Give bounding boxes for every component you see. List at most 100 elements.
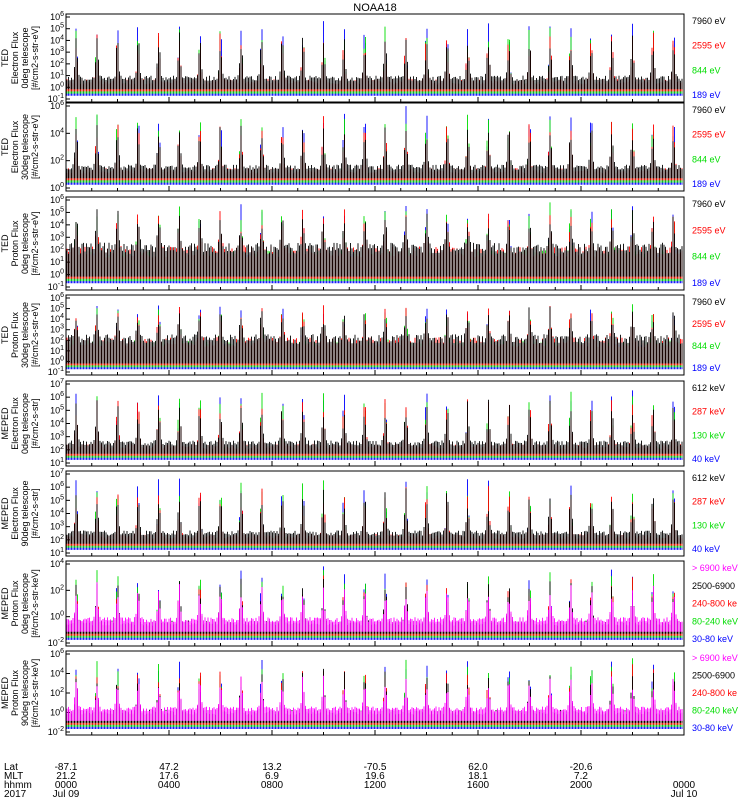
- y-label-line: Electron Flux: [10, 31, 20, 84]
- channel-label: 130 keV: [692, 430, 725, 440]
- channel-label: 2595 eV: [692, 41, 726, 51]
- y-label-line: [#/cm2-s-str-eV]: [30, 211, 40, 275]
- panel-6: 101 102 103 104 105 106 107 MEPED Electron Flux 9…: [0, 468, 725, 558]
- y-tick-label: 100: [50, 269, 64, 280]
- y-tick-label: 102: [50, 155, 64, 166]
- channel-label: 189 eV: [692, 179, 721, 189]
- y-tick-label: 106: [50, 11, 64, 22]
- y-label-line: Electron Flux: [10, 487, 20, 540]
- y-label-line: Electron Flux: [10, 397, 20, 450]
- y-tick-label: 102: [50, 58, 64, 69]
- flux-trace: [66, 306, 683, 364]
- y-label-line: TED: [0, 325, 10, 344]
- y-tick-label: 106: [50, 481, 64, 492]
- channel-label: > 6900 keV: [692, 653, 738, 663]
- channel-label: 7960 eV: [692, 297, 726, 307]
- flux-trace: [66, 675, 683, 721]
- y-label-line: TED: [0, 48, 10, 67]
- channel-label: 844 eV: [692, 65, 721, 75]
- y-tick-label: 10-2: [48, 637, 64, 648]
- y-tick-label: 100: [50, 355, 64, 366]
- flux-trace: [66, 488, 683, 544]
- y-label-line: 0deg telescope: [20, 573, 30, 634]
- y-tick-label: 103: [50, 324, 64, 335]
- channel-label: 844 eV: [692, 154, 721, 164]
- y-label-line: 0deg telescope: [20, 27, 30, 88]
- channel-label: 844 eV: [692, 341, 721, 351]
- channel-label: 7960 eV: [692, 199, 726, 209]
- y-tick-label: 106: [50, 100, 64, 111]
- channel-label: 7960 eV: [692, 105, 726, 115]
- panel-8: 10-2 100 102 104 106 MEPED Proton Flux 90deg te…: [0, 648, 738, 737]
- y-tick-label: 102: [50, 584, 64, 595]
- y-tick-label: 102: [50, 534, 64, 545]
- channel-label: 240-800 ke: [692, 688, 737, 698]
- flux-trace: [66, 582, 683, 632]
- y-tick-label: 102: [50, 334, 64, 345]
- y-tick-label: 105: [50, 206, 64, 217]
- y-tick-label: 103: [50, 521, 64, 532]
- y-tick-label: 105: [50, 404, 64, 415]
- channel-label: 189 eV: [692, 90, 721, 100]
- y-tick-label: 107: [50, 378, 64, 389]
- y-label-line: 30deg telescope: [20, 114, 30, 180]
- y-tick-label: 104: [50, 418, 64, 429]
- y-axis-label: TED Electron Flux 30deg telescope [#/cm2-s-…: [0, 114, 40, 180]
- y-label-line: MEPED: [0, 587, 10, 620]
- y-tick-label: 101: [50, 70, 64, 81]
- y-tick-label: 103: [50, 431, 64, 442]
- channel-label: 40 keV: [692, 544, 720, 554]
- y-tick-label: 100: [50, 182, 64, 193]
- y-axis-label: TED Proton Flux 0deg telescope [#/cm2-s-str…: [0, 211, 40, 275]
- channel-label: 80-240 keV: [692, 706, 738, 716]
- y-tick-label: 10-2: [48, 726, 64, 737]
- y-axis-label: MEPED Proton Flux 90deg telescope [#/cm2-s-…: [0, 659, 40, 728]
- y-label-line: [#/cm2-s-str-keV]: [30, 569, 40, 638]
- y-tick-label: 100: [50, 707, 64, 718]
- channel-label: 130 keV: [692, 520, 725, 530]
- panel-5: 101 102 103 104 105 106 107 MEPED Electron Flux 0…: [0, 378, 725, 468]
- y-label-line: Proton Flux: [10, 220, 20, 267]
- flux-trace: [66, 125, 683, 179]
- plot-title: NOAA18: [353, 2, 397, 14]
- y-tick-label: 106: [50, 391, 64, 402]
- y-tick-label: 104: [50, 558, 64, 569]
- y-label-line: [#/cm2-s-str]: [30, 398, 40, 448]
- y-tick-label: 103: [50, 231, 64, 242]
- channel-label: 7960 eV: [692, 16, 726, 26]
- panel-7: 10-2 100 102 104 MEPED Proton Flux 0deg telesc…: [0, 558, 738, 648]
- y-axis-label: TED Electron Flux 0deg telescope [#/cm2-s-s…: [0, 26, 40, 90]
- y-tick-label: 10-1: [48, 93, 64, 104]
- y-label-line: [#/cm2-s-str-eV]: [30, 303, 40, 367]
- y-label-line: MEPED: [0, 677, 10, 710]
- channel-label: 240-800 ke: [692, 599, 737, 609]
- flux-trace: [66, 32, 683, 90]
- y-tick-label: 102: [50, 244, 64, 255]
- flux-trace: [66, 399, 683, 454]
- y-tick-label: 106: [50, 292, 64, 303]
- y-label-line: [#/cm2-s-str-eV]: [30, 26, 40, 90]
- y-tick-label: 103: [50, 46, 64, 57]
- channel-label: 189 eV: [692, 278, 721, 288]
- y-tick-label: 104: [50, 508, 64, 519]
- channel-label: 612 keV: [692, 473, 725, 483]
- y-label-line: Proton Flux: [10, 669, 20, 716]
- y-label-line: [#/cm2-s-str-eV]: [30, 115, 40, 179]
- channel-label: 612 keV: [692, 383, 725, 393]
- channel-label: 2500-6900: [692, 671, 735, 681]
- y-label-line: Electron Flux: [10, 120, 20, 173]
- y-tick-label: 106: [50, 648, 64, 659]
- y-tick-label: 101: [50, 256, 64, 267]
- y-tick-label: 107: [50, 468, 64, 479]
- y-label-line: [#/cm2-s-str-keV]: [30, 659, 40, 728]
- y-axis-label: MEPED Proton Flux 0deg telescope [#/cm2-s-s…: [0, 569, 40, 638]
- y-tick-label: 102: [50, 687, 64, 698]
- y-tick-label: 105: [50, 303, 64, 314]
- y-tick-label: 104: [50, 313, 64, 324]
- y-label-line: TED: [0, 137, 10, 156]
- y-tick-label: 106: [50, 194, 64, 205]
- channel-label: 80-240 keV: [692, 616, 738, 626]
